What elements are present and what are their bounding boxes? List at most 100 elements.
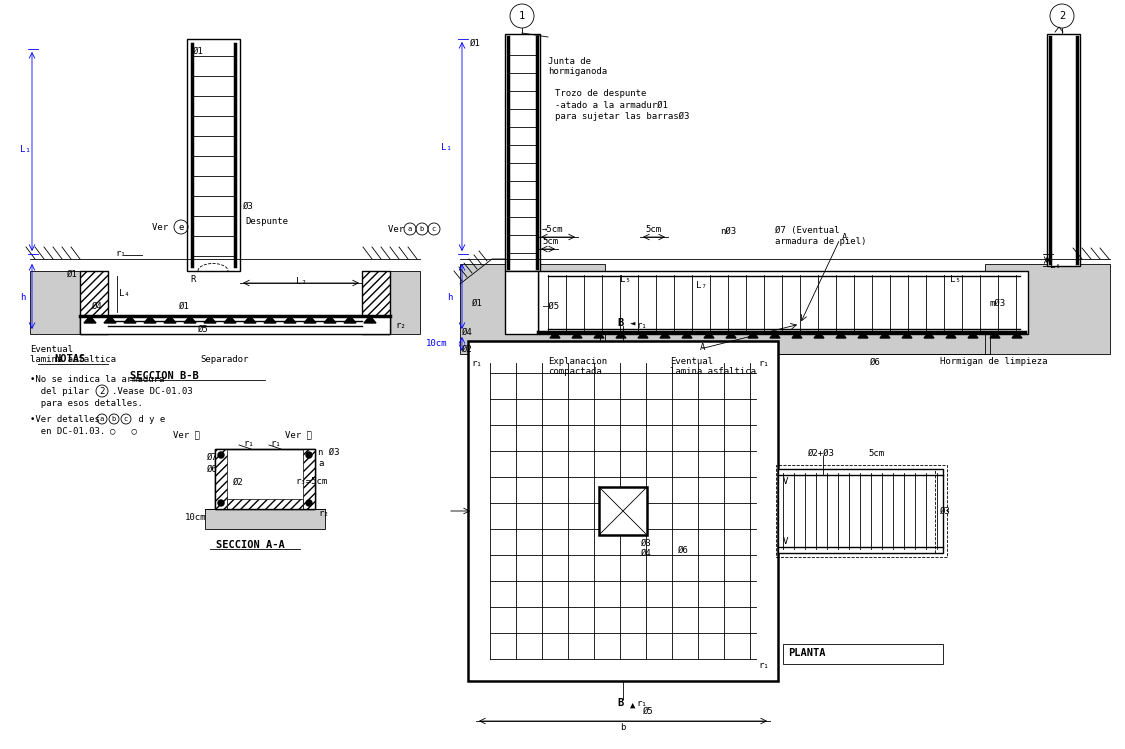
Text: L₅: L₅ — [620, 274, 631, 284]
Polygon shape — [344, 316, 356, 323]
Text: 5cm: 5cm — [645, 225, 662, 234]
Polygon shape — [124, 316, 136, 323]
Text: L₄: L₄ — [119, 290, 129, 299]
Text: B: B — [618, 698, 624, 708]
Text: Trozo de despunte: Trozo de despunte — [555, 89, 647, 99]
Text: Ver: Ver — [388, 225, 409, 234]
Text: Ø3: Ø3 — [940, 506, 951, 515]
Text: Ø2+Ø3: Ø2+Ø3 — [808, 449, 835, 458]
Polygon shape — [858, 332, 868, 338]
Text: Eventual: Eventual — [30, 345, 73, 354]
Text: →5cm: →5cm — [542, 225, 564, 234]
Polygon shape — [304, 316, 316, 323]
Text: r₁: r₁ — [243, 438, 254, 447]
Text: 5cm: 5cm — [542, 237, 558, 246]
Bar — [303, 449, 315, 509]
Polygon shape — [264, 316, 276, 323]
Polygon shape — [748, 332, 758, 338]
Text: Ø5: Ø5 — [198, 324, 209, 333]
Text: L₂: L₂ — [296, 276, 306, 285]
Text: R: R — [190, 276, 196, 285]
Polygon shape — [682, 332, 692, 338]
Bar — [362, 271, 390, 334]
Text: Despunte: Despunte — [245, 216, 288, 225]
Text: para esos detalles.: para esos detalles. — [30, 398, 143, 407]
Text: en DC-01.03.: en DC-01.03. — [30, 426, 106, 435]
Text: Ø2: Ø2 — [462, 345, 472, 354]
Polygon shape — [902, 332, 912, 338]
Text: Ø1: Ø1 — [68, 270, 78, 279]
Polygon shape — [164, 316, 176, 323]
Text: SECCION A-A: SECCION A-A — [216, 540, 285, 550]
Text: PLANTA: PLANTA — [788, 648, 826, 658]
Circle shape — [306, 500, 312, 506]
Polygon shape — [924, 332, 934, 338]
Bar — [600, 334, 990, 354]
Text: n Ø3: n Ø3 — [318, 447, 340, 456]
Text: r₁: r₁ — [636, 321, 647, 330]
Polygon shape — [244, 316, 256, 323]
Text: compactada: compactada — [548, 368, 602, 377]
Polygon shape — [104, 316, 116, 323]
Bar — [505, 34, 540, 271]
Text: Ø7 (Eventual: Ø7 (Eventual — [775, 226, 839, 235]
Text: Ø2: Ø2 — [233, 478, 244, 487]
Text: Ø3: Ø3 — [243, 201, 254, 210]
Polygon shape — [144, 316, 156, 323]
Bar — [205, 509, 325, 529]
Bar — [80, 316, 390, 334]
Text: c: c — [124, 416, 128, 422]
Bar — [538, 271, 1028, 334]
Text: r₃=5cm: r₃=5cm — [295, 478, 327, 487]
Text: Explanacion: Explanacion — [548, 357, 608, 366]
Bar — [30, 271, 80, 334]
Bar — [362, 271, 390, 334]
Circle shape — [218, 452, 224, 458]
Text: b: b — [420, 226, 424, 232]
Polygon shape — [616, 332, 626, 338]
Bar — [227, 461, 303, 499]
Text: L₇: L₇ — [696, 280, 706, 290]
Text: Ø1: Ø1 — [179, 302, 190, 311]
Text: Ver ⓓ: Ver ⓓ — [173, 431, 200, 440]
Text: Ver ⓓ: Ver ⓓ — [285, 431, 312, 440]
Text: Ø5: Ø5 — [644, 706, 654, 715]
Polygon shape — [324, 316, 336, 323]
Polygon shape — [814, 332, 824, 338]
Text: 1: 1 — [519, 11, 525, 21]
Bar — [460, 264, 605, 354]
Text: hormiganoda: hormiganoda — [548, 67, 608, 76]
Text: a: a — [100, 416, 105, 422]
Text: b: b — [620, 723, 626, 732]
Text: Ø6: Ø6 — [870, 357, 881, 366]
Bar — [598, 487, 647, 535]
Text: Ø7: Ø7 — [207, 452, 218, 461]
Polygon shape — [550, 332, 560, 338]
Text: Ø1: Ø1 — [193, 46, 204, 55]
Text: 2: 2 — [99, 386, 105, 395]
Polygon shape — [84, 316, 96, 323]
Polygon shape — [638, 332, 648, 338]
Text: Ver: Ver — [152, 222, 173, 231]
Text: Ø6: Ø6 — [678, 545, 688, 554]
Text: nØ3: nØ3 — [720, 226, 736, 235]
Text: —Ø5: —Ø5 — [543, 302, 559, 311]
Text: ○   ○: ○ ○ — [110, 426, 137, 435]
Bar — [80, 271, 108, 334]
Text: Eventual: Eventual — [670, 357, 713, 366]
Bar — [215, 449, 315, 509]
Text: A: A — [700, 342, 705, 351]
Polygon shape — [594, 332, 604, 338]
Text: r₁: r₁ — [758, 359, 768, 368]
Text: Separador: Separador — [200, 356, 249, 365]
Polygon shape — [792, 332, 802, 338]
Text: r₂: r₂ — [395, 321, 406, 330]
Polygon shape — [990, 332, 1000, 338]
Polygon shape — [880, 332, 890, 338]
Text: r₁: r₁ — [115, 249, 126, 258]
Polygon shape — [572, 332, 582, 338]
Polygon shape — [836, 332, 846, 338]
Polygon shape — [704, 332, 714, 338]
Bar — [108, 316, 362, 334]
Text: L₅: L₅ — [950, 274, 961, 284]
